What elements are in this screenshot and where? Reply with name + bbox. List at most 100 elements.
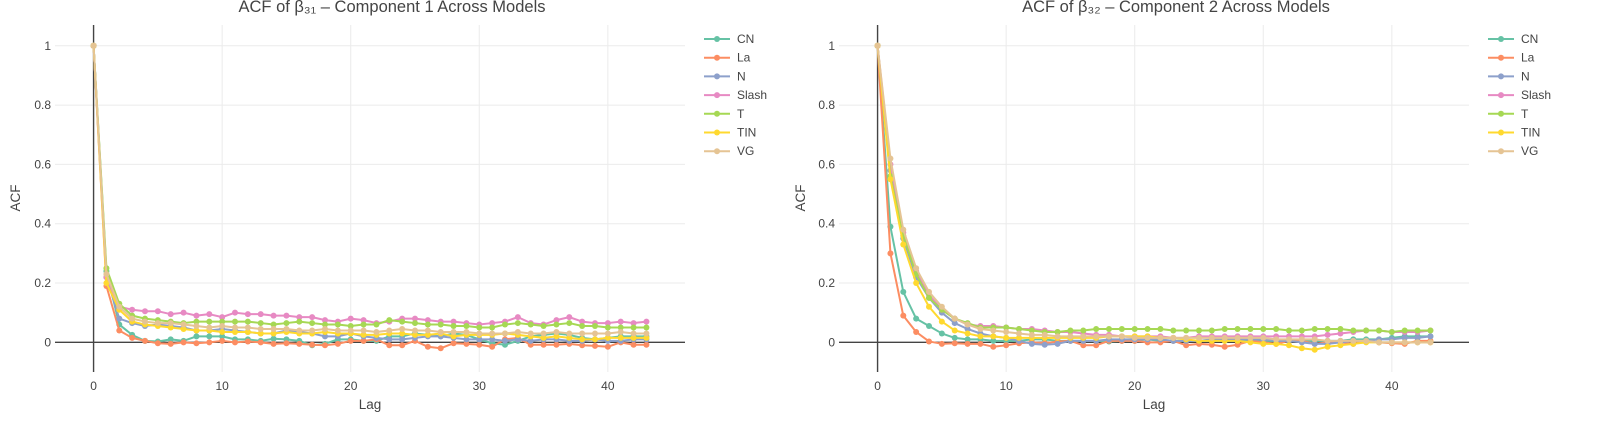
data-point — [347, 327, 354, 334]
y-tick-label: 0 — [828, 335, 835, 349]
data-point — [579, 330, 586, 337]
data-point — [373, 321, 380, 328]
data-point — [592, 342, 598, 349]
data-point — [1144, 325, 1151, 332]
y-tick-label: 0.8 — [818, 98, 835, 112]
data-point — [617, 328, 624, 335]
y-tick-label: 0.4 — [34, 217, 51, 231]
data-point — [643, 341, 650, 348]
data-point — [964, 336, 971, 343]
data-point — [322, 342, 328, 349]
legend-label: TIN — [737, 126, 756, 140]
data-point — [334, 327, 341, 334]
y-tick-label: 0.2 — [34, 276, 51, 290]
data-point — [887, 155, 894, 162]
x-tick-label: 40 — [1385, 379, 1399, 393]
data-point — [964, 325, 971, 332]
data-point — [1388, 339, 1395, 346]
data-point — [926, 288, 932, 295]
legend-label: T — [737, 107, 745, 121]
data-point — [412, 315, 418, 322]
legend-swatch-marker — [714, 148, 720, 155]
data-point — [283, 320, 290, 327]
data-point — [900, 312, 907, 319]
data-point — [1183, 334, 1190, 341]
data-point — [938, 303, 945, 310]
data-point — [219, 323, 226, 330]
data-point — [489, 343, 496, 350]
y-tick-label: 0.6 — [818, 157, 835, 171]
data-point — [142, 308, 148, 315]
data-point — [424, 317, 431, 324]
data-point — [167, 324, 174, 331]
data-point — [167, 336, 174, 343]
data-point — [1337, 325, 1344, 332]
data-point — [1298, 345, 1305, 352]
data-point — [219, 333, 226, 340]
data-point — [399, 330, 406, 337]
data-point — [399, 342, 406, 349]
data-point — [193, 327, 200, 334]
data-point — [244, 328, 251, 335]
data-point — [643, 318, 650, 325]
data-point — [116, 315, 123, 322]
data-point — [154, 308, 161, 315]
data-point — [977, 333, 984, 340]
legend-swatch-marker — [714, 110, 720, 117]
legend-item: Slash — [704, 88, 767, 102]
data-point — [424, 327, 431, 334]
data-point — [270, 321, 277, 328]
data-point — [450, 323, 457, 330]
data-point — [1183, 327, 1190, 334]
series-line — [92, 45, 647, 341]
data-point — [1106, 325, 1112, 332]
data-point — [476, 341, 483, 348]
chart-title: ACF of β₃₁ – Component 1 Across Models — [239, 0, 546, 16]
data-point — [604, 320, 611, 327]
series-line — [876, 45, 1431, 348]
data-point — [180, 339, 187, 346]
data-point — [180, 321, 187, 328]
data-point — [244, 338, 251, 345]
legend-item: CN — [704, 32, 754, 46]
data-point — [566, 330, 573, 337]
series-line — [876, 45, 1431, 333]
data-point — [1324, 337, 1331, 344]
legend-label: La — [1521, 51, 1535, 65]
data-point — [1080, 333, 1087, 340]
data-point — [116, 303, 123, 310]
data-point — [1041, 341, 1048, 348]
data-point — [1427, 327, 1434, 334]
data-point — [257, 320, 264, 327]
series-VG — [874, 42, 1434, 346]
data-point — [1337, 337, 1344, 344]
data-point — [1028, 331, 1035, 338]
data-point — [514, 320, 521, 327]
data-point — [1221, 325, 1228, 332]
data-point — [437, 345, 444, 352]
data-point — [296, 327, 303, 334]
data-point — [566, 314, 573, 321]
data-point — [257, 311, 264, 318]
data-point — [206, 339, 213, 346]
data-point — [938, 318, 945, 325]
data-point — [1286, 336, 1292, 343]
data-point — [1298, 327, 1305, 334]
data-point — [386, 336, 393, 343]
data-point — [450, 318, 457, 325]
data-point — [913, 328, 920, 335]
legend-swatch-marker — [1498, 110, 1504, 117]
legend-item: Slash — [1488, 88, 1551, 102]
data-point — [643, 334, 650, 341]
legend-label: T — [1521, 107, 1529, 121]
data-point — [386, 317, 393, 324]
legend-item: La — [704, 51, 751, 65]
data-point — [630, 334, 637, 341]
data-point — [463, 336, 470, 343]
data-point — [938, 340, 945, 347]
data-point — [167, 311, 174, 318]
data-point — [540, 323, 547, 330]
series-CN — [874, 42, 1434, 345]
data-point — [129, 315, 136, 322]
data-point — [1350, 337, 1357, 344]
